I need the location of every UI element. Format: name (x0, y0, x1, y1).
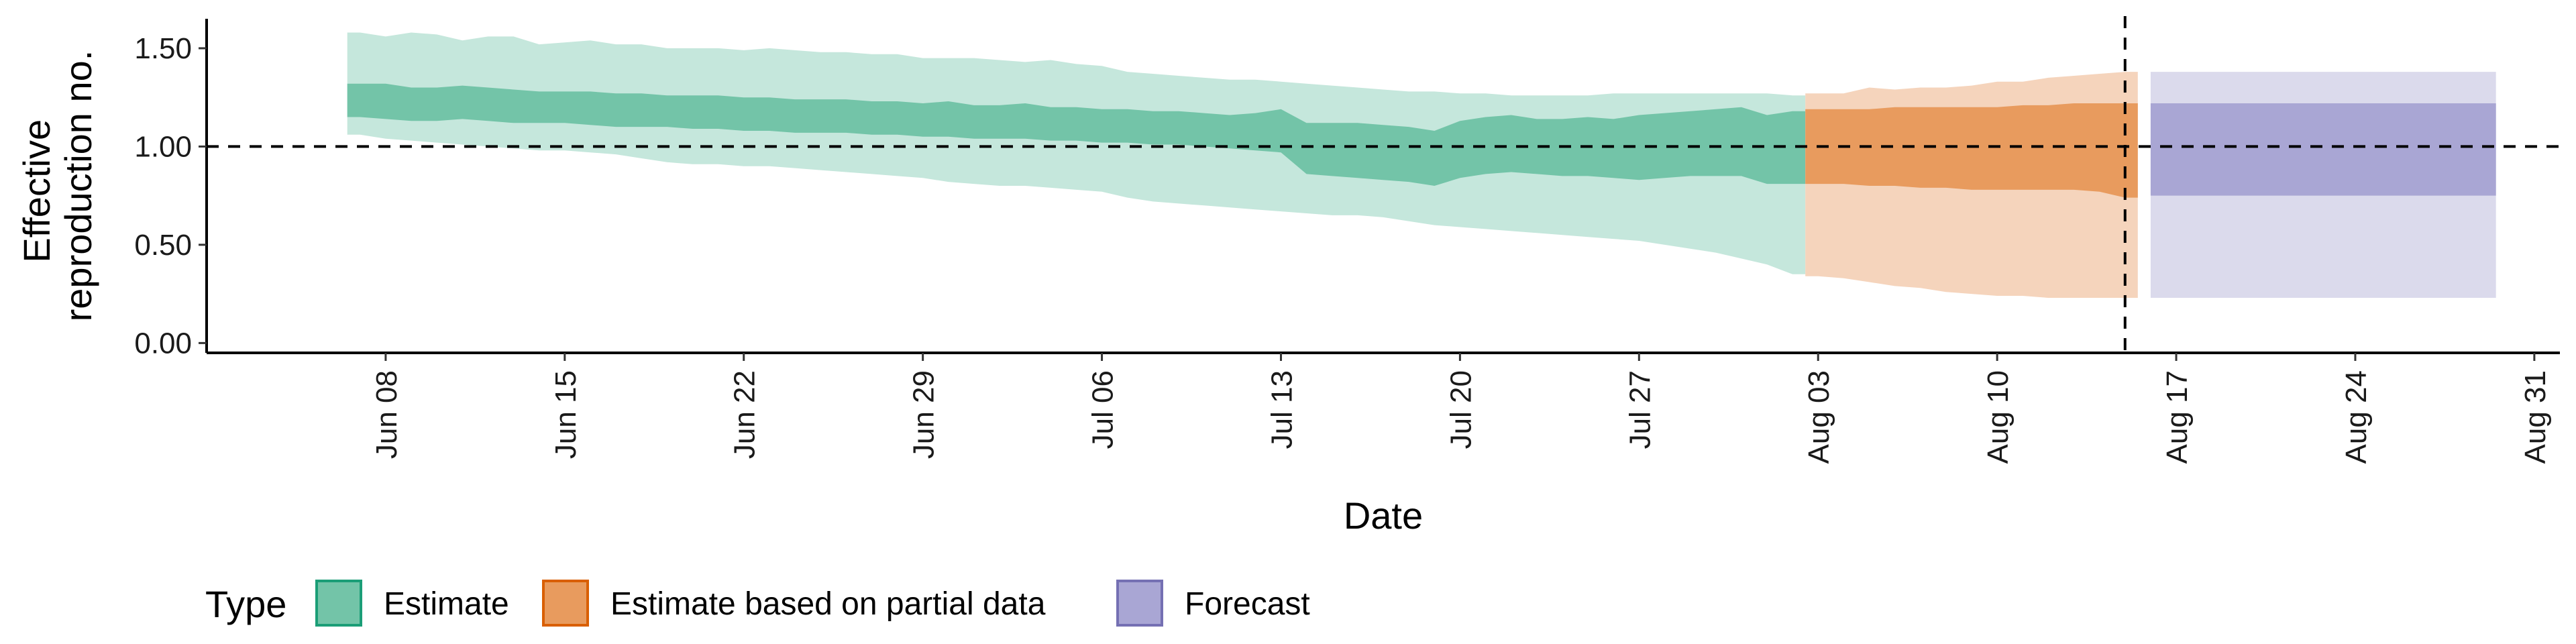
x-tick-label: Aug 31 (2519, 370, 2552, 464)
x-tick-label: Jul 06 (1087, 370, 1120, 449)
legend-key-estimate-based-on-partial-data (542, 580, 589, 627)
legend-label-forecast: Forecast (1185, 586, 1310, 622)
x-tick-label: Jun 29 (908, 370, 941, 459)
legend: Type Estimate Estimate based on partial d… (205, 580, 1310, 627)
x-tick-label: Aug 10 (1982, 370, 2015, 464)
legend-key-forecast (1116, 580, 1163, 627)
x-tick-label: Jul 27 (1623, 370, 1656, 449)
x-tick-label: Jul 20 (1444, 370, 1477, 449)
y-tick-label: 1.00 (134, 130, 192, 163)
legend-key-estimate (315, 580, 362, 627)
estimate-based-on-partial-data-50-ribbon (1805, 103, 2138, 198)
legend-item-estimate-based-on-partial-data: Estimate based on partial data (542, 580, 1046, 627)
estimate-90-ribbon (347, 32, 1806, 274)
y-axis-title: Effective reproduction no. (15, 50, 99, 322)
x-tick-label: Aug 03 (1803, 370, 1835, 464)
legend-label-estimate: Estimate (384, 586, 509, 622)
series-forecast (2150, 72, 2496, 298)
axes (205, 19, 2560, 354)
y-tick-label: 0.00 (134, 327, 192, 360)
y-tick-label: 0.50 (134, 229, 192, 262)
y-axis-ticks: 0.00 0.50 1.00 1.50 (134, 32, 207, 360)
x-tick-label: Aug 24 (2340, 370, 2373, 464)
estimate-50-ribbon (347, 83, 1806, 186)
y-axis-title-line-2: reproduction no. (57, 50, 99, 322)
series-estimate (347, 32, 1806, 274)
y-axis-title-line-1: Effective (15, 119, 58, 263)
legend-item-forecast: Forecast (1116, 580, 1310, 627)
x-axis-ticks: Jun 08 Jun 15 Jun 22 Jun 29 Jul 06 Jul 13 Jul … (370, 353, 2552, 464)
x-tick-label: Aug 17 (2161, 370, 2194, 464)
x-tick-label: Jul 13 (1265, 370, 1298, 449)
x-tick-label: Jun 22 (729, 370, 761, 459)
series-estimate-based-on-partial-data (1805, 72, 2138, 298)
reference-lines (207, 16, 2560, 353)
legend-label-estimate-based-on-partial-data: Estimate based on partial data (610, 586, 1046, 622)
x-tick-label: Jun 15 (549, 370, 582, 459)
y-tick-label: 1.50 (134, 32, 192, 65)
legend-title: Type (205, 583, 286, 625)
legend-items: Estimate Estimate based on partial data Fo… (315, 580, 1310, 627)
x-tick-label: Jun 08 (370, 370, 403, 459)
legend-item-estimate: Estimate (315, 580, 509, 627)
forecast-50-ribbon (2150, 103, 2496, 196)
x-axis-title: Date (1344, 494, 1423, 537)
plot-area (347, 32, 2496, 298)
